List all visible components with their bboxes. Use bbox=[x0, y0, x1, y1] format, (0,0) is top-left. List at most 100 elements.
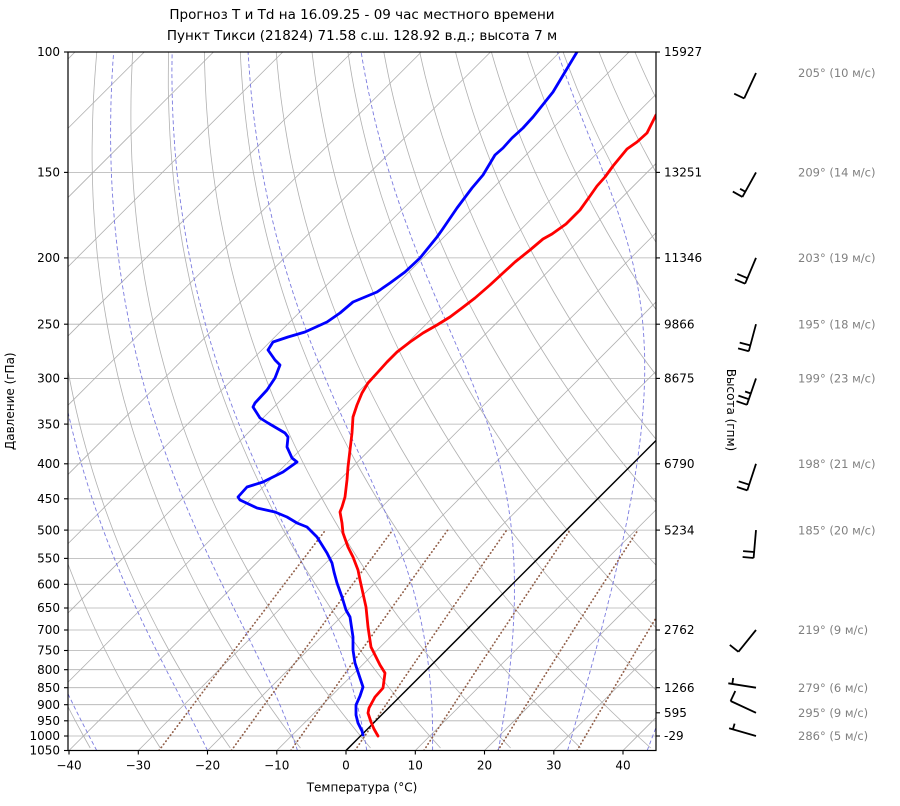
barb-feather-full bbox=[729, 644, 739, 653]
mixing-ratio-line bbox=[423, 529, 571, 751]
wind-label: 185° (20 м/с) bbox=[798, 523, 876, 537]
barb-feather-half bbox=[732, 723, 736, 730]
dry-adiabat-line bbox=[526, 52, 656, 311]
height-axis bbox=[656, 51, 660, 737]
pressure-tick-label: 500 bbox=[37, 523, 60, 537]
height-tick-label: 595 bbox=[664, 706, 687, 720]
barb-feather-full bbox=[732, 190, 743, 198]
dry-adiabat-line bbox=[419, 52, 656, 503]
isotherm-line bbox=[207, 301, 656, 751]
pressure-tick-label: 250 bbox=[37, 317, 60, 331]
temperature-tick-label: −30 bbox=[126, 759, 151, 773]
barb-feather-half bbox=[731, 677, 735, 685]
isotherm-line bbox=[68, 93, 656, 683]
chart-title: Прогноз Т и Td на 16.09.25 - 09 час мест… bbox=[68, 5, 656, 47]
pressure-tick-label: 350 bbox=[37, 417, 60, 431]
barb-feather-full bbox=[736, 273, 748, 280]
wind-label: 199° (23 м/с) bbox=[798, 372, 876, 386]
temperature-axis bbox=[68, 750, 624, 755]
barb-staff bbox=[747, 323, 757, 352]
barb-staff bbox=[746, 463, 757, 491]
wind-barb-250 bbox=[737, 323, 757, 353]
barb-staff bbox=[737, 629, 757, 653]
height-tick-label: 11346 bbox=[664, 251, 702, 265]
barb-staff bbox=[743, 72, 757, 99]
moist-adiabat-line bbox=[171, 52, 368, 751]
wind-barb-500 bbox=[742, 530, 757, 559]
barb-feather-full bbox=[736, 486, 748, 492]
wind-barb-200 bbox=[734, 257, 757, 285]
wind-label: 295° (9 м/с) bbox=[798, 706, 868, 720]
pressure-tick-label: 450 bbox=[37, 492, 60, 506]
dry-adiabat-line bbox=[491, 52, 656, 376]
pressure-tick-label: 100 bbox=[37, 45, 60, 59]
height-tick-label: 2762 bbox=[664, 623, 695, 637]
dry-adiabat-line bbox=[743, 52, 900, 748]
height-tick-label: 1266 bbox=[664, 681, 695, 695]
isotherm-line bbox=[415, 509, 656, 751]
height-tick-label: -29 bbox=[664, 729, 684, 743]
wind-label: 198° (21 м/с) bbox=[798, 457, 876, 471]
dry-adiabat-line bbox=[167, 52, 441, 749]
dry-adiabat-line bbox=[634, 52, 656, 100]
pressure-tick-label: 600 bbox=[37, 577, 60, 591]
wind-label: 205° (10 м/с) bbox=[798, 66, 876, 80]
pressure-tick-label: 750 bbox=[37, 644, 60, 658]
mixing-ratio-line bbox=[354, 529, 508, 751]
temperature-tick-label: −40 bbox=[56, 759, 81, 773]
moist-adiabat-line bbox=[68, 410, 208, 751]
dry-adiabat-line bbox=[671, 52, 900, 748]
isotherm-line bbox=[138, 232, 656, 751]
wind-label: 209° (14 м/с) bbox=[798, 166, 876, 180]
moist-adiabat-line bbox=[110, 52, 298, 751]
barb-staff bbox=[746, 378, 757, 406]
wind-barb-300 bbox=[736, 378, 757, 406]
temperature-tick-label: 30 bbox=[546, 759, 561, 773]
barb-feather-full bbox=[729, 690, 737, 702]
isotherm-line bbox=[68, 52, 561, 545]
dry-adiabat-line bbox=[347, 52, 656, 629]
temperature-curve bbox=[338, 113, 656, 738]
dry-adiabats-layer bbox=[68, 52, 900, 749]
pressure-tick-label: 650 bbox=[37, 601, 60, 615]
mixing-ratio-line bbox=[497, 529, 639, 751]
isotherm-line bbox=[68, 52, 630, 614]
barb-feather-full bbox=[743, 550, 755, 553]
isotherm-line bbox=[68, 162, 656, 751]
dry-adiabat-line bbox=[68, 368, 231, 749]
isotherm-line bbox=[68, 52, 214, 199]
moist-adiabat-line bbox=[247, 52, 434, 751]
temperature-tick-label: 40 bbox=[615, 759, 630, 773]
moist-adiabat-line bbox=[360, 52, 515, 751]
moist-adiabat-line bbox=[556, 52, 646, 751]
temperature-tick-label: 0 bbox=[342, 759, 350, 773]
barb-feather-full bbox=[737, 347, 750, 353]
isotherm-line bbox=[622, 716, 656, 751]
barb-feather-full bbox=[736, 400, 748, 406]
wind-barb-925 bbox=[729, 690, 757, 714]
barb-feather-half bbox=[744, 390, 752, 395]
dry-adiabat-line bbox=[91, 52, 301, 749]
isotherm-line bbox=[68, 52, 353, 337]
pressure-tick-label: 200 bbox=[37, 251, 60, 265]
temperature-tick-label: 20 bbox=[477, 759, 492, 773]
wind-barb-150 bbox=[732, 171, 757, 198]
mixing-ratio-line bbox=[158, 529, 327, 751]
dry-adiabat-line bbox=[455, 52, 656, 440]
dry-adiabat-line bbox=[562, 52, 656, 243]
zero-isotherm-line bbox=[345, 439, 656, 751]
pressure-tick-label: 150 bbox=[37, 166, 60, 180]
wind-barb-100 bbox=[733, 72, 757, 100]
barb-feather-full bbox=[734, 278, 746, 285]
wind-label: 286° (5 м/с) bbox=[798, 729, 868, 743]
temperature-tick-label: −10 bbox=[264, 759, 289, 773]
mixing-ratio-layer bbox=[158, 529, 656, 751]
isotherm-line bbox=[68, 52, 422, 406]
barb-feather-full bbox=[738, 394, 750, 401]
isotherm-line bbox=[68, 52, 284, 268]
pressure-tick-label: 850 bbox=[37, 681, 60, 695]
wind-barb-700 bbox=[729, 629, 757, 653]
pressure-tick-label: 400 bbox=[37, 457, 60, 471]
mixing-ratio-line bbox=[576, 616, 656, 751]
